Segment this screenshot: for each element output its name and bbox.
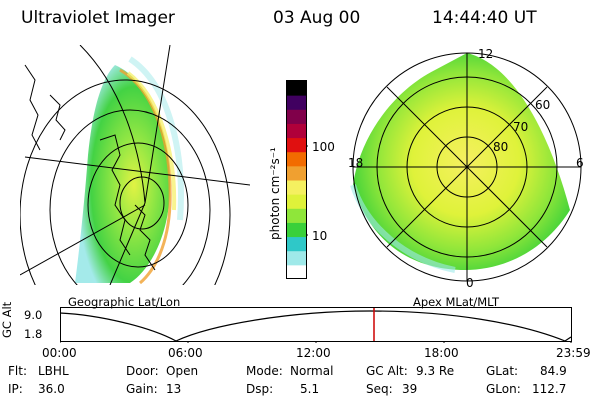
lat-label-80: 80 (493, 140, 509, 154)
dsp-label: Dsp: (246, 382, 274, 396)
colorbar (286, 80, 308, 280)
mlt-label-6: 6 (576, 156, 584, 170)
mlt-label-12: 12 (478, 47, 494, 61)
polar-image (350, 52, 582, 282)
gain-value: 13 (166, 382, 182, 396)
colorbar-stripe (287, 81, 306, 96)
alt-xtick-3: 18:00 (424, 346, 459, 360)
gc-alt-label: GC Alt: (366, 364, 408, 378)
ip-label: IP: (8, 382, 23, 396)
colorbar-tick-10: 10 (312, 229, 328, 243)
alt-xtick-2: 12:00 (296, 346, 331, 360)
alt-ylabel: GC Alt (0, 301, 14, 338)
colorbar-stripe (287, 151, 306, 167)
lat-label-60: 60 (535, 98, 551, 112)
colorbar-label: photon cm⁻²s⁻¹ (268, 147, 282, 240)
mlt-label-0: 0 (466, 276, 474, 290)
glat-label: GLat: (486, 364, 519, 378)
polar-caption: Apex MLat/MLT (413, 295, 500, 309)
colorbar-stripe (287, 194, 306, 209)
date-label: 03 Aug 00 (273, 8, 361, 28)
alt-xtick-0: 00:00 (42, 346, 77, 360)
colorbar-stripe (287, 222, 306, 238)
glat-value: 84.9 (540, 364, 567, 378)
colorbar-stripe (287, 236, 306, 252)
flt-label: Flt: (8, 364, 27, 378)
colorbar-stripe (287, 250, 306, 266)
colorbar-stripe (287, 165, 306, 181)
colorbar-stripe (287, 123, 306, 139)
alt-xtick-1: 06:00 (168, 346, 203, 360)
time-label: 14:44:40 UT (432, 8, 537, 28)
ip-value: 36.0 (38, 382, 65, 396)
geo-caption: Geographic Lat/Lon (68, 295, 181, 309)
seq-label: Seq: (366, 382, 393, 396)
alt-ytick-1: 1.8 (24, 327, 43, 341)
glon-label: GLon: (486, 382, 521, 396)
dsp-value: 5.1 (300, 382, 320, 396)
door-value: Open (166, 364, 199, 378)
mode-label: Mode: (246, 364, 283, 378)
colorbar-stripe (287, 95, 306, 110)
colorbar-stripe (287, 109, 306, 124)
glon-value: 112.7 (532, 382, 567, 396)
mlt-label-18: 18 (348, 156, 364, 170)
app-title: Ultraviolet Imager (21, 8, 175, 28)
alt-ytick-9: 9.0 (24, 308, 43, 322)
gc-alt-value: 9.3 Re (416, 364, 455, 378)
door-label: Door: (126, 364, 159, 378)
seq-value: 39 (402, 382, 418, 396)
colorbar-stripe (287, 208, 306, 223)
colorbar-stripe (287, 180, 306, 195)
lat-label-70: 70 (513, 120, 529, 134)
flt-value: LBHL (38, 364, 69, 378)
alt-xtick-4: 23:59 (556, 346, 591, 360)
colorbar-stripe (287, 264, 306, 280)
mode-value: Normal (290, 364, 334, 378)
geographic-image (20, 45, 250, 285)
altitude-plot (60, 307, 572, 343)
gain-label: Gain: (126, 382, 158, 396)
colorbar-stripe (287, 137, 306, 153)
colorbar-tick-100: 100 (312, 140, 335, 154)
